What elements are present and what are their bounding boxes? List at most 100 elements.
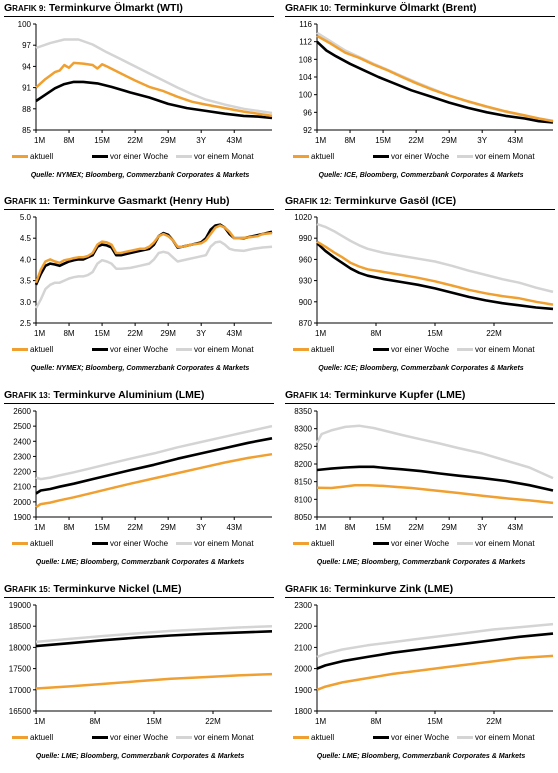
y-tick-label: 100 [299,91,313,100]
series-line-vor-einem-monat [35,624,273,644]
legend-swatch [373,348,389,352]
chart-source-note: Quelle: NYMEX; Bloomberg, Commerzbank Co… [30,172,250,179]
x-tick-label: 3Y [477,523,487,532]
x-tick-label: 8M [344,523,355,532]
chart-source-note: Quelle: LME; Bloomberg, Commerzbank Corp… [35,559,245,566]
series-line-aktuell [34,224,273,284]
y-tick-label: 2100 [13,483,31,492]
x-tick-label: 15M [146,717,162,726]
legend-label: vor einer Woche [110,539,169,548]
legend-swatch [457,155,473,159]
legend-item-vor-einem-monat: vor einem Monat [457,152,535,164]
series-line-aktuell [316,34,554,123]
line-chart: 85 88 91 94 97 100 1M 8M 15M 22M 29M 3Y 43M [18,20,273,145]
legend-item-vor-einem-monat: vor einem Monat [176,539,254,551]
line-chart: 92 96 100 104 108 112 116 1M 8M 15M 22M 29M 3Y 43M [299,20,554,145]
legend-swatch [92,736,108,740]
legend-swatch [293,348,309,352]
chart-title: GRAFIK 9: Terminkurve Ölmarkt (WTI) [4,2,276,15]
series-line-vor-einem-monat [34,240,273,309]
y-tick-label: 960 [299,255,313,264]
grafik-label-rest: RAFIK 11: [12,197,50,206]
legend-label: vor einer Woche [391,733,450,742]
y-tick-label: 1900 [294,686,312,695]
chart-title: GRAFIK 11: Terminkurve Gasmarkt (Henry H… [4,195,276,208]
y-tick-label: 104 [299,73,313,82]
grafik-label-rest: RAFIK 14: [293,391,332,400]
y-tick-label: 85 [22,126,31,135]
x-tick-label: 1M [34,523,45,532]
legend-swatch [12,348,28,352]
chart-title: GRAFIK 14: Terminkurve Kupfer (LME) [285,389,557,402]
chart-legend: aktuell vor einer Woche vor einem Monat [4,733,276,745]
title-rule [285,403,555,404]
y-tick-label: 930 [299,277,313,286]
chart-legend: aktuell vor einer Woche vor einem Monat [4,152,276,164]
y-tick-label: 2.5 [20,319,32,328]
legend-swatch [293,155,309,159]
y-tick-label: 116 [299,20,312,29]
x-tick-label: 29M [160,329,176,338]
x-tick-label: 1M [315,523,326,532]
y-tick-label: 1020 [294,213,312,222]
x-tick-label: 43M [507,523,523,532]
y-tick-label: 8100 [294,495,312,504]
x-tick-label: 8M [89,717,100,726]
y-tick-label: 18500 [9,622,32,631]
y-tick-label: 2300 [294,601,312,610]
x-tick-label: 43M [226,329,242,338]
x-tick-label: 15M [94,523,110,532]
x-tick-label: 15M [427,717,443,726]
chart-legend: aktuell vor einer Woche vor einem Monat [4,345,276,357]
legend-swatch [12,155,28,159]
title-rule [4,209,274,210]
chart-panel-3: GRAFIK 11: Terminkurve Gasmarkt (Henry H… [4,195,276,385]
series-line-aktuell [316,654,554,691]
line-chart: 8050 8100 8150 8200 8250 8300 8350 1M 8M 15M 22M 29… [294,407,554,532]
series-line-vor-einer-woche [34,223,273,286]
y-tick-label: 2400 [13,437,31,446]
series-line-vor-einer-woche [316,242,554,311]
legend-swatch [176,736,192,740]
legend-swatch [12,736,28,740]
legend-label: vor einem Monat [475,539,535,548]
x-tick-label: 15M [375,523,391,532]
line-chart: 16500 17000 17500 18000 18500 19000 1M 8M 15M 22M [9,601,273,726]
legend-label: vor einem Monat [194,539,254,548]
x-tick-label: 22M [127,136,143,145]
legend-swatch [92,542,108,546]
y-tick-label: 4.0 [20,255,32,264]
chart-title: GRAFIK 15: Terminkurve Nickel (LME) [4,583,276,596]
title-rule [285,16,555,17]
line-chart: 870 900 930 960 990 1020 1M 8M 15M 22M [294,213,554,338]
legend-item-aktuell: aktuell [12,733,53,745]
x-tick-label: 15M [375,136,391,145]
y-tick-label: 92 [303,126,312,135]
grafik-label-rest: RAFIK 9: [12,4,46,13]
legend-swatch [176,155,192,159]
legend-item-vor-einem-monat: vor einem Monat [176,733,254,745]
y-tick-label: 2000 [294,665,312,674]
legend-item-vor-einem-monat: vor einem Monat [457,345,535,357]
y-tick-label: 8300 [294,425,312,434]
y-tick-label: 8150 [294,478,312,487]
y-tick-label: 16500 [9,707,32,716]
y-tick-label: 2200 [13,468,31,477]
y-tick-label: 8350 [294,407,312,416]
legend-item-aktuell: aktuell [12,345,53,357]
grafik-label-rest: RAFIK 13: [12,391,51,400]
chart-legend: aktuell vor einer Woche vor einem Monat [285,733,557,745]
x-tick-label: 8M [370,717,381,726]
x-tick-label: 15M [94,329,110,338]
x-tick-label: 1M [34,717,45,726]
x-tick-label: 29M [160,523,176,532]
title-rule [4,16,274,17]
y-tick-label: 2500 [13,422,31,431]
x-tick-label: 3Y [196,136,206,145]
chart-title-text: Terminkurve Gasöl (ICE) [334,195,457,207]
legend-item-aktuell: aktuell [293,152,334,164]
x-tick-label: 8M [63,523,74,532]
x-tick-label: 29M [441,136,457,145]
legend-label: aktuell [30,539,54,548]
x-tick-label: 22M [408,136,424,145]
